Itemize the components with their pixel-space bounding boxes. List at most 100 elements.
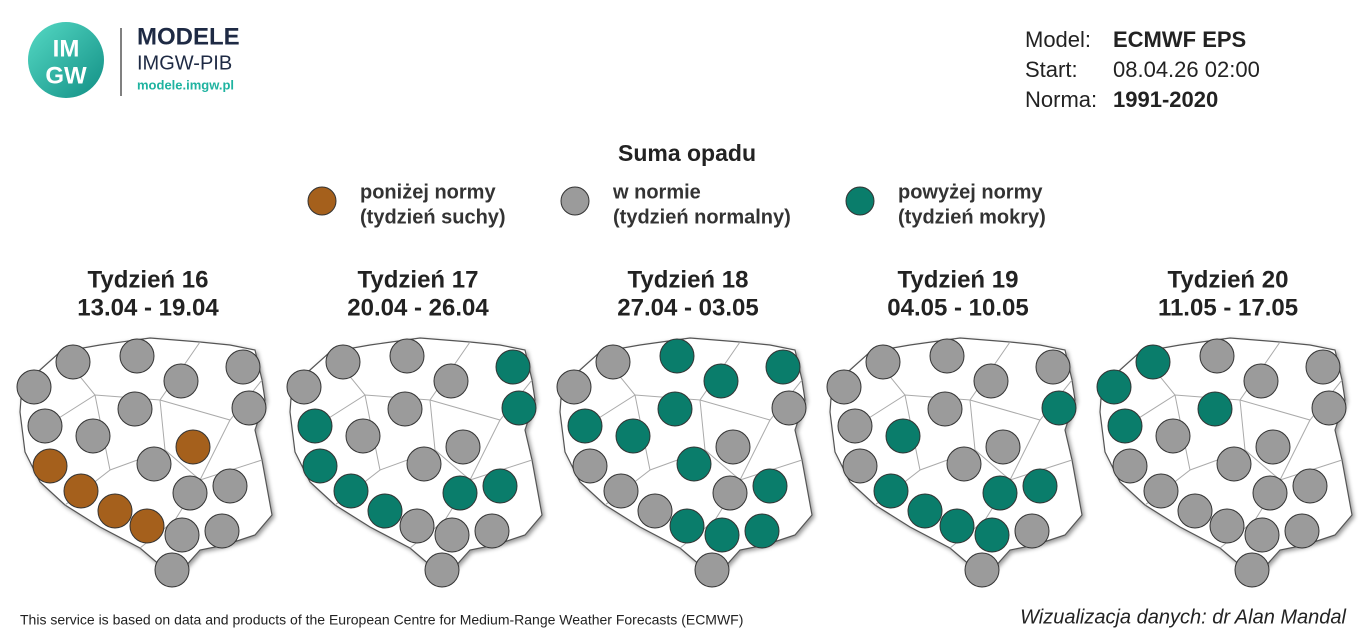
station (1014, 513, 1050, 549)
station (1041, 390, 1077, 426)
brand: MODELE (137, 23, 240, 50)
station (973, 363, 1009, 399)
station (424, 552, 460, 588)
station (744, 513, 780, 549)
station (1234, 552, 1270, 588)
station (445, 429, 481, 465)
info-value: 08.04.26 02:00 (1113, 57, 1260, 82)
station (406, 446, 442, 482)
station (659, 338, 695, 374)
station (204, 513, 240, 549)
station (873, 473, 909, 509)
station (1143, 473, 1179, 509)
station (325, 344, 361, 380)
legend-label: (tydzień mokry) (898, 206, 1046, 228)
station (1197, 391, 1233, 427)
legend-swatch (560, 186, 590, 216)
station (657, 391, 693, 427)
station (474, 513, 510, 549)
station (482, 468, 518, 504)
legend-label: powyżej normy (898, 181, 1043, 203)
station (826, 369, 862, 405)
station (387, 391, 423, 427)
station (595, 344, 631, 380)
station (136, 446, 172, 482)
station (567, 408, 603, 444)
legend-label: w normie (612, 181, 701, 203)
station (495, 349, 531, 385)
week-dates: 04.05 - 10.05 (887, 294, 1028, 321)
station (704, 517, 740, 553)
station (225, 349, 261, 385)
station (501, 390, 537, 426)
week-dates: 20.04 - 26.04 (347, 294, 489, 321)
station (572, 448, 608, 484)
station (752, 468, 788, 504)
week-dates: 13.04 - 19.04 (77, 294, 219, 321)
station (1135, 344, 1171, 380)
station (212, 468, 248, 504)
station (389, 338, 425, 374)
station (175, 429, 211, 465)
org: IMGW-PIB (137, 52, 232, 74)
station (172, 475, 208, 511)
station (1311, 390, 1347, 426)
station (75, 418, 111, 454)
week-title: Tydzień 18 (628, 266, 749, 293)
station (399, 508, 435, 544)
station (16, 369, 52, 405)
week-title: Tydzień 17 (358, 266, 479, 293)
station (1216, 446, 1252, 482)
station (117, 391, 153, 427)
station (885, 418, 921, 454)
station (333, 473, 369, 509)
station (97, 493, 133, 529)
title: Suma opadu (618, 140, 756, 166)
legend-label: poniżej normy (360, 181, 496, 203)
week-title: Tydzień 20 (1168, 266, 1289, 293)
station (615, 418, 651, 454)
station (163, 363, 199, 399)
footer-note: This service is based on data and produc… (20, 612, 743, 628)
week-title: Tydzień 19 (898, 266, 1019, 293)
legend-swatch (845, 186, 875, 216)
station (939, 508, 975, 544)
info-value: 1991-2020 (1113, 87, 1218, 112)
station (1243, 363, 1279, 399)
station (286, 369, 322, 405)
station (771, 390, 807, 426)
station (63, 473, 99, 509)
station (442, 475, 478, 511)
station (907, 493, 943, 529)
station (1199, 338, 1235, 374)
week-title: Tydzień 16 (88, 266, 209, 293)
week-dates: 27.04 - 03.05 (617, 294, 758, 321)
station (865, 344, 901, 380)
station (715, 429, 751, 465)
station (119, 338, 155, 374)
station (1107, 408, 1143, 444)
url: modele.imgw.pl (137, 77, 234, 92)
info-label: Model: (1025, 27, 1091, 52)
station (1155, 418, 1191, 454)
station (1244, 517, 1280, 553)
station (345, 418, 381, 454)
logo-text: IM (53, 35, 80, 62)
station (556, 369, 592, 405)
legend-label: (tydzień normalny) (613, 206, 791, 228)
station (1305, 349, 1341, 385)
station (842, 448, 878, 484)
station (669, 508, 705, 544)
station (1252, 475, 1288, 511)
station (32, 448, 68, 484)
station (297, 408, 333, 444)
station (55, 344, 91, 380)
station (929, 338, 965, 374)
station (1284, 513, 1320, 549)
station (694, 552, 730, 588)
legend-label: (tydzień suchy) (360, 206, 506, 228)
station (433, 363, 469, 399)
station (1209, 508, 1245, 544)
logo-circle (28, 22, 104, 98)
